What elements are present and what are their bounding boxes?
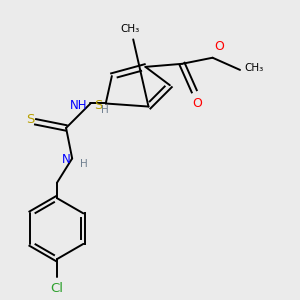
Text: NH: NH [70,98,87,112]
Text: Cl: Cl [50,282,63,295]
Text: O: O [214,40,224,53]
Text: CH₃: CH₃ [121,24,140,34]
Text: H: H [80,159,88,169]
Text: O: O [192,97,202,110]
Text: S: S [94,98,102,112]
Text: N: N [62,154,70,166]
Text: CH₃: CH₃ [244,63,264,74]
Text: H: H [101,105,109,115]
Text: S: S [26,113,34,126]
